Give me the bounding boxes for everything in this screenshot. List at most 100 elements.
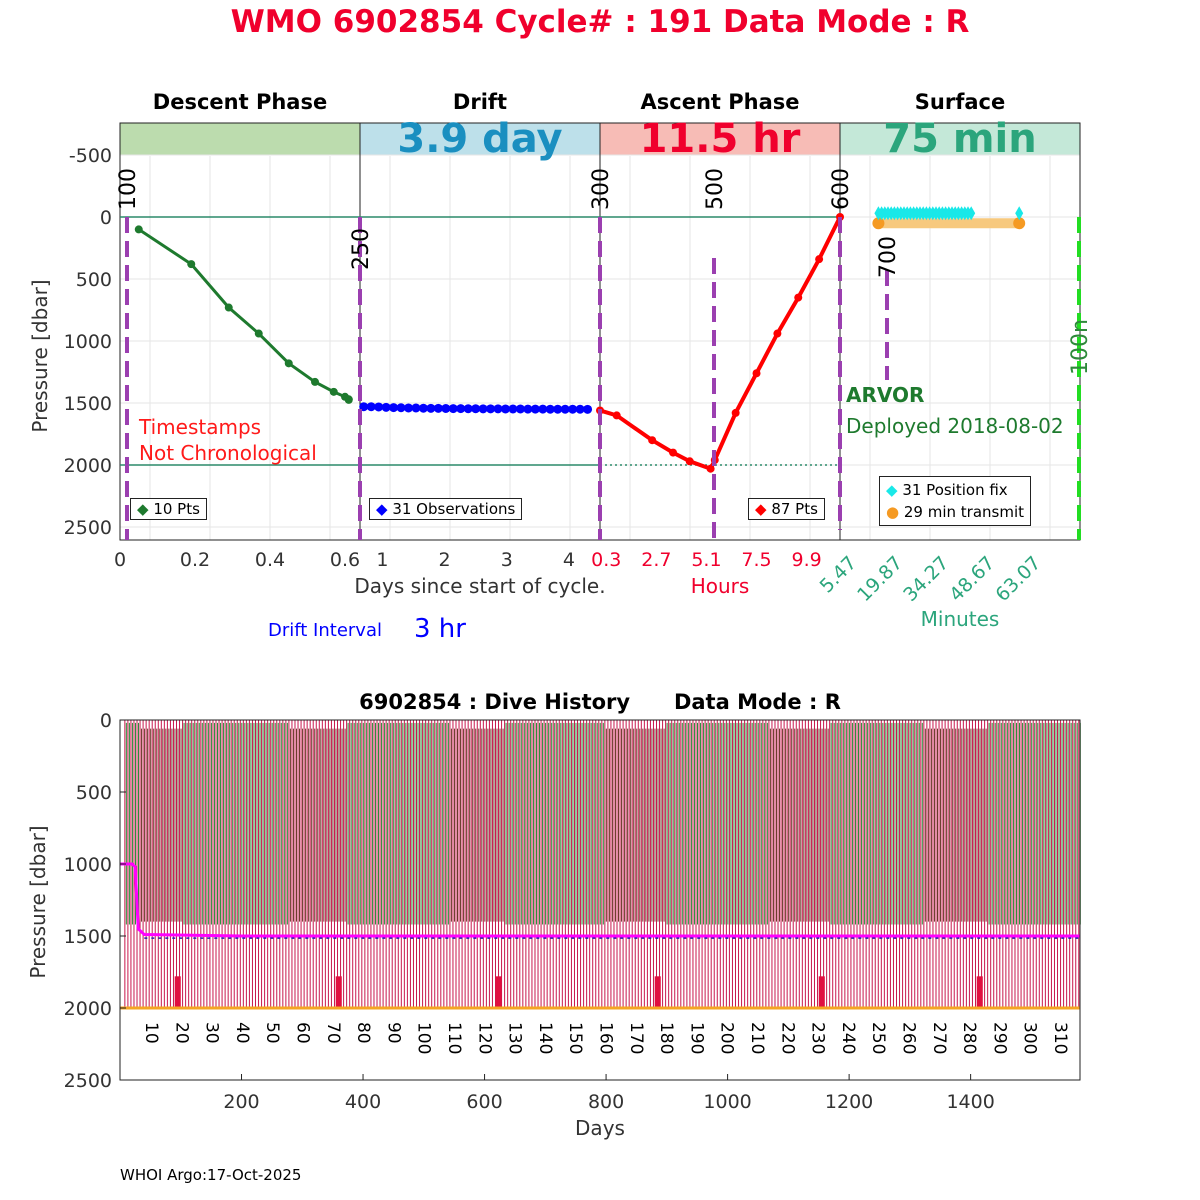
history-cycle-tick: 100 [414, 1022, 434, 1054]
ascent-x-tick: 0.3 [591, 549, 621, 571]
drift-point [441, 403, 451, 413]
transmit-marker: ● [886, 503, 900, 521]
legend-ascent-marker: ◆ [755, 500, 767, 518]
surface-x-tick: 19.87 [853, 552, 907, 606]
deployed-date: Deployed 2018-08-02 [846, 414, 1064, 438]
phase-title-surface: Surface [914, 90, 1006, 114]
history-spike [495, 976, 502, 1008]
history-x-tick: 400 [345, 1091, 381, 1113]
drift-point [583, 404, 593, 414]
history-park-line [120, 862, 1080, 938]
history-cycle-tick: 20 [171, 1022, 191, 1044]
descent-point [284, 359, 293, 368]
banner-3 [840, 123, 1080, 155]
phase-title-ascent: Ascent Phase [640, 90, 800, 114]
ascent-point [752, 369, 761, 378]
marker-label-3: 500 [703, 168, 728, 210]
marker-label-2: 300 [589, 168, 614, 210]
history-spike [976, 976, 983, 1008]
legend-ascent-label: 87 Pts [771, 500, 818, 518]
history-cycle-tick: 150 [565, 1022, 585, 1054]
history-cycle-tick: 110 [444, 1022, 464, 1054]
drift-point [568, 404, 578, 414]
descent-point [224, 303, 233, 312]
history-cycle-tick: 240 [838, 1022, 858, 1054]
history-spike [174, 976, 181, 1008]
drift-point [463, 404, 473, 414]
legend-ascent: ◆ 87 Pts [748, 498, 825, 520]
history-cycle-tick: 170 [626, 1022, 646, 1054]
xlabel-minutes: Minutes [920, 607, 1000, 631]
marker-label-1: 250 [349, 228, 374, 270]
surface-x-tick: 63.07 [991, 552, 1045, 606]
descent-point [311, 377, 319, 386]
banner-2 [600, 123, 840, 155]
drift-point [530, 404, 540, 414]
top-y-tick: 0 [100, 207, 112, 229]
history-y-tick: 2000 [64, 998, 112, 1020]
top-y-tick: 1500 [64, 393, 112, 415]
drift-point [411, 403, 421, 413]
ascent-x-tick: 2.7 [641, 549, 671, 571]
drift-point [456, 404, 466, 414]
ascent-point [612, 411, 621, 420]
surface-x-tick: 34.27 [899, 552, 953, 606]
marker-label-5: 700 [876, 236, 901, 278]
history-ylabel: Pressure [dbar] [26, 825, 50, 979]
drift-point [418, 403, 428, 413]
transmit-point [1013, 217, 1026, 230]
drift-point [500, 404, 510, 414]
history-x-tick: 1400 [946, 1091, 994, 1113]
float-type: ARVOR [846, 383, 925, 407]
drift-interval-label: Drift Interval [268, 620, 382, 641]
history-y-tick: 2500 [64, 1070, 112, 1092]
history-cycle-tick: 40 [232, 1022, 252, 1044]
phase-title-descent: Descent Phase [152, 90, 328, 114]
history-cycle-tick: 80 [353, 1022, 373, 1044]
ascent-point [669, 448, 678, 457]
legend-surface-label-1: 31 Position fix [902, 481, 1008, 499]
drift-point [403, 403, 413, 413]
drift-point [374, 402, 384, 412]
xlabel-days: Days since start of cycle. [354, 574, 606, 598]
history-cycle-tick: 160 [596, 1022, 616, 1054]
history-cycle-tick: 140 [535, 1022, 555, 1054]
drift-point [366, 402, 376, 412]
history-cycle-tick: 280 [959, 1022, 979, 1054]
history-cycle-tick: 300 [1020, 1022, 1040, 1054]
surface-duration-banner: 75 min [883, 116, 1037, 162]
warning-line-2: Not Chronological [139, 441, 317, 465]
drift-point [493, 404, 503, 414]
descent-point [344, 395, 353, 404]
descent-x-tick: 0 [114, 549, 126, 571]
history-title: 6902854 : Dive History Data Mode : R [359, 690, 841, 714]
position-fix-point [967, 206, 976, 221]
marker-label-6: 100n [1068, 319, 1093, 375]
history-cycle-tick: 220 [777, 1022, 797, 1054]
history-spike [335, 976, 342, 1008]
drift-point [389, 403, 399, 413]
legend-surface-row-1: ◆ 31 Position fix [886, 479, 1024, 501]
history-y-tick: 500 [76, 782, 112, 804]
history-cycle-tick: 30 [202, 1022, 222, 1044]
drift-point [433, 403, 443, 413]
history-cycle-tick: 190 [686, 1022, 706, 1054]
banner-0 [120, 123, 360, 155]
ascent-duration-banner: 11.5 hr [639, 116, 801, 162]
marker-label-0: 100 [116, 168, 141, 210]
drift-point [508, 404, 518, 414]
history-cycle-tick: 50 [262, 1022, 282, 1044]
history-cycle-tick: 200 [717, 1022, 737, 1054]
surface-x-tick: 48.67 [945, 552, 999, 606]
history-cycle-tick: 270 [929, 1022, 949, 1054]
descent-x-tick: 0.2 [180, 549, 210, 571]
drift-point [515, 404, 525, 414]
history-x-tick: 1000 [703, 1091, 751, 1113]
drift-point [486, 404, 496, 414]
history-cycle-tick: 180 [656, 1022, 676, 1054]
ascent-point [731, 408, 740, 417]
footer-credit: WHOI Argo:17-Oct-2025 [120, 1166, 302, 1184]
top-y-tick: 2500 [64, 517, 112, 539]
legend-descent: ◆ 10 Pts [130, 498, 207, 520]
history-y-tick: 1500 [64, 926, 112, 948]
